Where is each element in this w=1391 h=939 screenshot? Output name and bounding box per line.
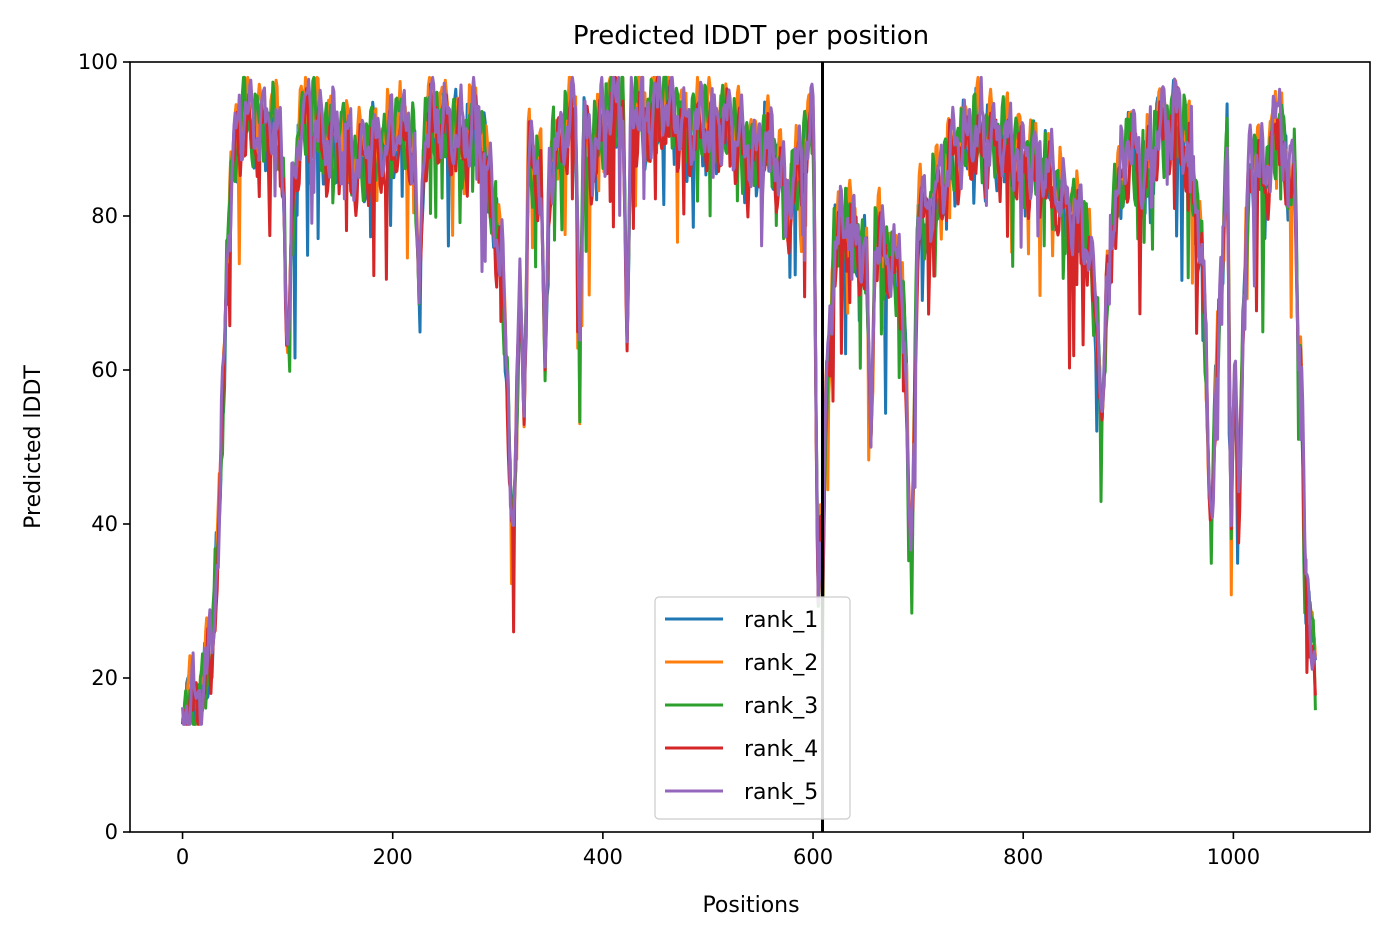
series-line-rank-5 bbox=[181, 75, 1317, 726]
y-tick-label: 40 bbox=[91, 512, 118, 536]
x-axis-label: Positions bbox=[702, 893, 799, 918]
legend-box bbox=[654, 596, 851, 820]
y-tick-label: 60 bbox=[91, 358, 118, 382]
legend-label-rank-2: rank_2 bbox=[744, 651, 818, 676]
x-tick-label: 200 bbox=[373, 845, 413, 869]
x-tick-label: 800 bbox=[1003, 845, 1043, 869]
y-tick-label: 20 bbox=[91, 666, 118, 690]
legend-label-rank-4: rank_4 bbox=[744, 737, 818, 762]
y-axis: 0 20 40 60 80 100 bbox=[78, 50, 130, 844]
y-axis-label: Predicted lDDT bbox=[21, 365, 46, 529]
x-tick-label: 1000 bbox=[1207, 845, 1260, 869]
legend: rank_1 rank_2 rank_3 rank_4 rank_5 bbox=[654, 596, 851, 820]
legend-label-rank-1: rank_1 bbox=[744, 608, 818, 633]
plot-frame bbox=[129, 61, 1371, 833]
x-tick-label: 600 bbox=[793, 845, 833, 869]
y-tick-label: 80 bbox=[91, 204, 118, 228]
y-tick-label: 100 bbox=[78, 50, 118, 74]
legend-label-rank-3: rank_3 bbox=[744, 694, 818, 719]
x-axis: 0 200 400 600 800 1000 bbox=[176, 832, 1260, 869]
series-layer bbox=[181, 75, 1317, 726]
x-tick-label: 400 bbox=[583, 845, 623, 869]
y-tick-label: 0 bbox=[105, 820, 118, 844]
x-tick-label: 0 bbox=[176, 845, 189, 869]
chart-title: Predicted lDDT per position bbox=[573, 21, 929, 51]
legend-label-rank-5: rank_5 bbox=[744, 780, 818, 805]
